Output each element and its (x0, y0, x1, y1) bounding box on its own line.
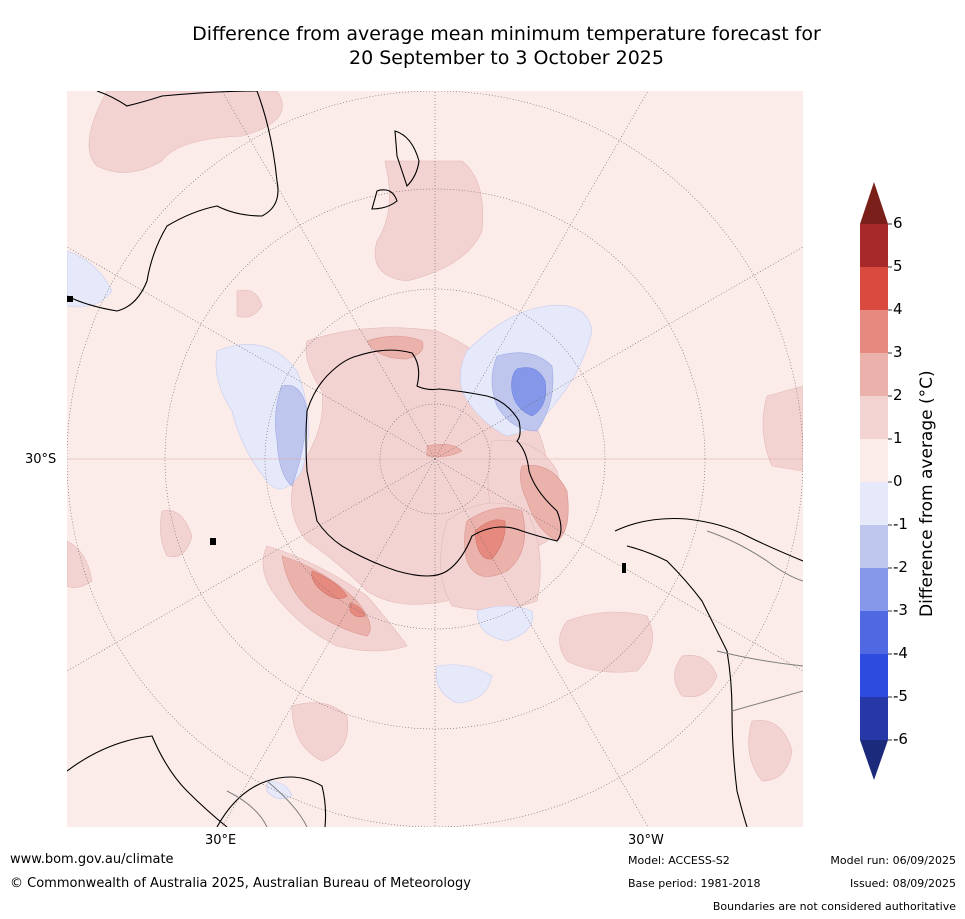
colorbar-tick-label: 1 (893, 429, 903, 447)
colorbar-tick-label: -6 (893, 730, 908, 748)
colorbar-tick-label: -2 (893, 558, 908, 576)
lon-label-30w: 30°W (628, 833, 664, 848)
colorbar-band (860, 525, 888, 568)
footer-url: www.bom.gov.au/climate (10, 852, 174, 867)
colorbar-band (860, 310, 888, 353)
colorbar-over-arrow (860, 182, 888, 224)
footer-copyright: © Commonwealth of Australia 2025, Austra… (10, 876, 471, 891)
colorbar-tick-label: 0 (893, 472, 903, 490)
colorbar-band (860, 267, 888, 310)
footer-disclaimer: Boundaries are not considered authoritat… (712, 900, 956, 913)
colorbar-band (860, 439, 888, 482)
new-zealand-coastline (371, 130, 420, 210)
islands (67, 296, 626, 573)
south-america-borders (706, 530, 803, 712)
colorbar-tick-label: 2 (893, 386, 903, 404)
colorbar-tick-label: -3 (893, 601, 908, 619)
footer-model: Model: ACCESS-S2 (628, 854, 730, 867)
graticule (67, 91, 803, 827)
footer-base-period: Base period: 1981-2018 (628, 877, 761, 890)
colorbar-band (860, 654, 888, 697)
colorbar-band (860, 482, 888, 525)
anomaly-minus3-to-minus2-areas (511, 367, 546, 417)
footer-model-run: Model run: 06/09/2025 (830, 854, 956, 867)
colorbar-band (860, 568, 888, 611)
colorbar-tick-label: 3 (893, 343, 903, 361)
lon-label-30e: 30°E (205, 833, 237, 848)
africa-coastline (67, 735, 327, 827)
colorbar-band (860, 224, 888, 267)
africa-borders (226, 780, 308, 827)
chart-title: Difference from average mean minimum tem… (60, 22, 953, 70)
title-line-2: 20 September to 3 October 2025 (349, 47, 664, 69)
south-america-coastline (614, 518, 803, 827)
colorbar-band (860, 353, 888, 396)
anomaly-3-to-4-areas (311, 519, 506, 618)
title-line-1: Difference from average mean minimum tem… (192, 23, 821, 45)
colorbar-band (860, 396, 888, 439)
australia-coastline (67, 91, 279, 312)
colorbar-tick-label: 6 (893, 214, 903, 232)
antarctica-coastline (305, 349, 562, 577)
footer-issued: Issued: 08/09/2025 (849, 877, 956, 890)
colorbar-under-arrow (860, 740, 888, 780)
colorbar-axis-label: Difference from average (°C) (917, 370, 937, 617)
colorbar-band (860, 697, 888, 740)
colorbar-tick-label: 4 (893, 300, 903, 318)
lat-label-30s: 30°S (25, 452, 57, 467)
colorbar (860, 182, 892, 780)
polar-map (67, 91, 803, 827)
anomaly-2-to-3-areas (281, 335, 569, 637)
colorbar-tick-label: -4 (893, 644, 908, 662)
colorbar-band (860, 611, 888, 654)
colorbar-tick-label: -5 (893, 687, 908, 705)
colorbar-tick-label: 5 (893, 257, 903, 275)
colorbar-tick-label: -1 (893, 515, 908, 533)
